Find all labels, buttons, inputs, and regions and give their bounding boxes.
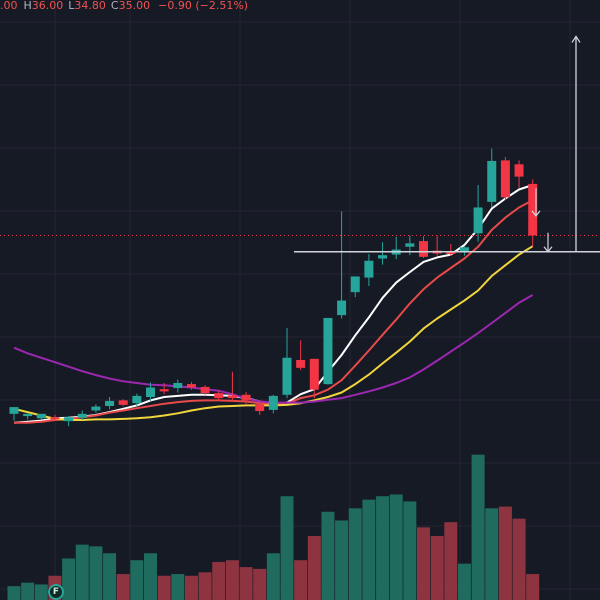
volume-bar xyxy=(471,454,485,600)
volume-bar xyxy=(212,561,226,600)
open-value: .00 xyxy=(0,0,18,12)
volume-bar xyxy=(430,535,444,600)
volume-bar xyxy=(75,544,89,600)
volume-bar xyxy=(116,574,130,600)
candle-body xyxy=(77,413,87,418)
candle-body xyxy=(200,386,210,394)
candle-body xyxy=(378,255,388,259)
candle-body xyxy=(36,413,46,419)
candle-body xyxy=(227,395,237,399)
volume-bar xyxy=(266,553,280,600)
volume-bar xyxy=(444,522,458,600)
change-value: −0.90 (−2.51%) xyxy=(158,0,249,12)
candle-body xyxy=(405,243,415,247)
candle-body xyxy=(118,400,128,405)
volume-bar xyxy=(526,574,540,600)
low-value: 34.80 xyxy=(74,0,106,12)
candle-body xyxy=(446,251,456,255)
candle-body xyxy=(364,260,374,278)
volume-bar xyxy=(130,560,144,600)
volume-bar xyxy=(21,582,35,600)
candle-body xyxy=(132,395,142,404)
target-arrow-icon-head xyxy=(531,210,541,217)
volume-bar xyxy=(335,520,349,600)
moving-average-line xyxy=(13,184,534,424)
candle-body xyxy=(241,394,251,401)
volume-bar xyxy=(348,508,362,600)
volume-bar xyxy=(403,501,417,600)
volume-bar xyxy=(239,567,253,600)
volume-bar xyxy=(280,496,294,600)
candle-body xyxy=(64,417,74,422)
volume-bar xyxy=(89,546,103,600)
candle-body xyxy=(268,395,278,410)
volume-bar xyxy=(103,553,117,600)
volume-bar xyxy=(485,508,499,600)
volume-bar xyxy=(225,560,239,600)
volume-bar xyxy=(253,568,267,600)
volume-bar xyxy=(34,584,48,600)
volume-bar xyxy=(7,586,21,600)
moving-average-line xyxy=(14,199,534,424)
candle-body xyxy=(255,404,265,412)
candle-body xyxy=(296,360,306,368)
candle-body xyxy=(23,413,33,417)
candle-body xyxy=(282,357,292,395)
candle-body xyxy=(528,183,538,236)
candle-body xyxy=(159,389,169,392)
candle-body xyxy=(186,384,196,388)
volume-bar xyxy=(389,494,403,600)
high-value: 36.00 xyxy=(31,0,64,12)
volume-bar xyxy=(62,558,76,600)
moving-average-line xyxy=(13,245,534,421)
candle-body xyxy=(337,300,347,316)
candle-body xyxy=(173,382,183,389)
candle-body xyxy=(309,358,319,390)
candle-body xyxy=(214,393,224,399)
volume-bar xyxy=(362,499,376,600)
volume-bar xyxy=(307,535,321,600)
candle-body xyxy=(323,317,333,385)
volume-bar xyxy=(512,518,526,600)
volume-bar xyxy=(321,511,335,600)
candle-body xyxy=(459,247,469,252)
event-badge-icon[interactable]: F xyxy=(48,584,64,600)
volume-bar xyxy=(417,527,430,600)
candle-body xyxy=(419,241,428,257)
close-label: C xyxy=(110,0,119,12)
candle-body xyxy=(473,207,483,234)
candle-body xyxy=(500,160,510,198)
ohlc-legend: .00 H36.00 L34.80 C35.00 −0.90 (−2.51%) xyxy=(0,0,248,12)
range-tool-arrowhead-up xyxy=(571,35,581,43)
candle-body xyxy=(350,276,360,293)
high-label: H xyxy=(23,0,32,12)
low-label: L xyxy=(68,0,75,12)
close-value: 35.00 xyxy=(118,0,151,12)
volume-bar xyxy=(144,553,157,600)
volume-bar xyxy=(376,496,390,600)
candle-body xyxy=(105,400,115,406)
moving-average-line xyxy=(13,294,534,404)
volume-bar xyxy=(171,574,185,600)
volume-bar xyxy=(294,560,308,600)
candle-body xyxy=(514,164,524,177)
candle-body xyxy=(487,160,497,202)
volume-bar xyxy=(498,506,512,600)
volume-bar xyxy=(157,575,171,600)
candle-body xyxy=(9,407,19,414)
volume-bar xyxy=(198,572,212,600)
target-arrow-icon-head xyxy=(543,246,553,253)
volume-bar xyxy=(184,575,198,600)
candle-body xyxy=(91,406,101,411)
candle-body xyxy=(50,417,60,420)
volume-bar xyxy=(457,563,471,600)
candle-body xyxy=(146,387,155,398)
